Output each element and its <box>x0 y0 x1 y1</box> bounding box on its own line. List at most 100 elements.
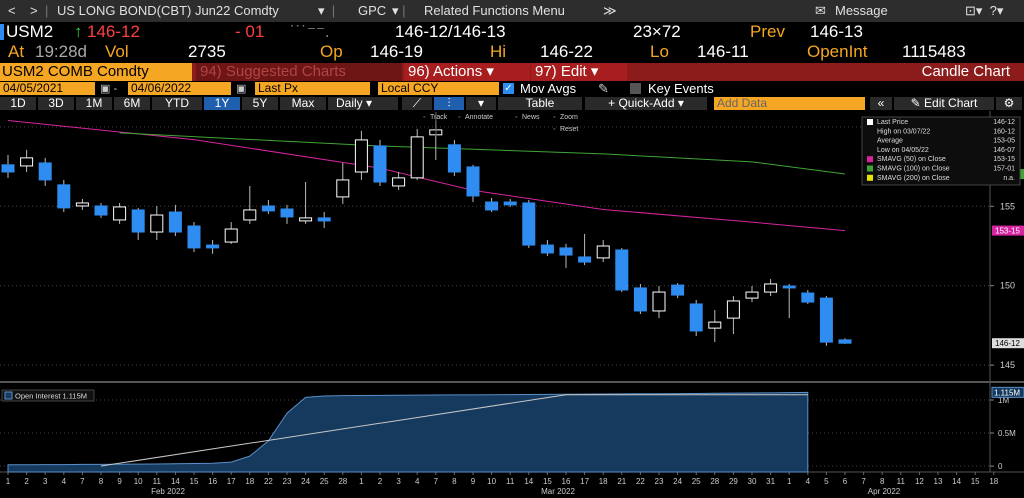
x-tick-label: 29 <box>729 477 738 486</box>
candle-down <box>373 145 387 183</box>
candle-up <box>652 291 666 312</box>
x-tick-label: 9 <box>117 477 122 486</box>
currency-field[interactable]: Local CCY <box>378 82 499 95</box>
oi-last-label: 1.115M <box>994 388 1020 397</box>
x-tick-label: 28 <box>710 477 719 486</box>
x-tick-label: 7 <box>861 477 866 486</box>
line-icon[interactable]: ⟋ <box>402 97 432 110</box>
period-button[interactable]: 5Y <box>242 97 278 110</box>
period-button[interactable]: 1D <box>0 97 36 110</box>
frequency-label[interactable]: Daily <box>336 96 363 110</box>
x-tick-label: 14 <box>524 477 533 486</box>
x-tick-label: 17 <box>580 477 589 486</box>
low-value: 146-11 <box>697 42 749 61</box>
settings-icon[interactable]: ⚙ <box>996 97 1022 110</box>
price-field[interactable]: Last Px <box>255 82 370 95</box>
candle-up <box>392 177 406 187</box>
actions-label[interactable]: 96) Actions <box>408 63 483 80</box>
x-tick-label: 15 <box>543 477 552 486</box>
frequency-menu[interactable]: Daily ▾ <box>328 97 398 110</box>
x-tick-label: 8 <box>99 477 104 486</box>
x-tick-label: 23 <box>283 477 292 486</box>
suggested-charts[interactable]: 94) Suggested Charts <box>196 63 402 81</box>
chart-tool[interactable]: Annotate <box>465 114 493 121</box>
oi-legend-swatch <box>4 391 13 400</box>
back-button[interactable]: < <box>8 3 16 18</box>
table-button[interactable]: Table <box>498 97 582 110</box>
mov-avgs-label[interactable]: Mov Avgs <box>520 81 577 96</box>
bar-icon[interactable]: ⫶ <box>434 97 464 110</box>
candle-up <box>410 136 424 179</box>
chart-tool[interactable]: Zoom <box>560 114 578 121</box>
chart-tool[interactable]: News <box>522 114 540 121</box>
candle-down <box>94 205 108 216</box>
dropdown-arrow[interactable]: ▾ | <box>392 3 406 18</box>
candle-down <box>280 208 294 218</box>
candle-down <box>466 166 480 197</box>
chart-tool[interactable]: Reset <box>560 126 578 133</box>
x-tick-label: 31 <box>766 477 775 486</box>
end-date[interactable]: 04/06/2022 <box>128 82 231 95</box>
calendar-icon[interactable]: ▣ <box>236 83 247 95</box>
period-button-selected[interactable]: 1Y <box>204 97 240 110</box>
dropdown-arrow[interactable]: ▾ | <box>318 3 336 18</box>
envelope-icon[interactable]: ✉ <box>815 3 826 18</box>
key-events-label[interactable]: Key Events <box>648 81 714 96</box>
x-tick-label: 6 <box>843 477 848 486</box>
x-tick-label: 23 <box>655 477 664 486</box>
x-tick-label: 18 <box>989 477 998 486</box>
candle-up <box>150 214 164 233</box>
x-tick-label: 24 <box>301 477 310 486</box>
calendar-icon[interactable]: ▣ - <box>100 83 118 95</box>
edit-label[interactable]: 97) Edit <box>535 63 587 80</box>
period-button[interactable]: YTD <box>152 97 202 110</box>
collapse-icon[interactable]: « <box>870 97 892 110</box>
legend-value: 153-15 <box>993 156 1015 163</box>
x-tick-label: 14 <box>171 477 180 486</box>
related-menu[interactable]: Related Functions Menu <box>424 3 565 18</box>
pencil-icon[interactable]: ✎ <box>598 81 609 96</box>
security-title[interactable]: US LONG BOND(CBT) Jun22 Comdty <box>57 3 279 18</box>
forward-button[interactable]: > <box>30 3 38 18</box>
x-tick-label: 3 <box>396 477 401 486</box>
window-icons[interactable]: ⊡▾ ?▾ <box>965 3 1004 18</box>
edit-menu[interactable]: 97) Edit ▾ <box>531 63 627 81</box>
x-tick-label: 8 <box>452 477 457 486</box>
legend-label: SMAVG (50) on Close <box>877 156 946 163</box>
function-code[interactable]: GPC <box>358 3 387 18</box>
candle-down <box>671 284 685 296</box>
period-button[interactable]: 1M <box>76 97 112 110</box>
candle-down <box>187 225 201 249</box>
candle-down <box>689 303 703 332</box>
x-tick-label: 25 <box>692 477 701 486</box>
chart-tool[interactable]: Track <box>430 114 448 121</box>
start-date[interactable]: 04/05/2021 <box>0 82 95 95</box>
quick-add-button[interactable]: + Quick-Add ▾ <box>585 97 707 110</box>
security-field[interactable]: USM2 COMB Comdty <box>0 63 192 81</box>
period-button[interactable]: 6M <box>114 97 150 110</box>
x-tick-label: 5 <box>824 477 829 486</box>
candle-down <box>447 144 461 173</box>
message-button[interactable]: Message <box>835 3 888 18</box>
actions-menu[interactable]: 96) Actions ▾ <box>404 63 530 81</box>
menu-icon[interactable]: ≫ <box>603 3 617 18</box>
edit-chart-label[interactable]: Edit Chart <box>924 96 978 110</box>
quick-add-label[interactable]: Quick-Add <box>618 96 675 110</box>
candle-up <box>75 202 89 207</box>
candle-down <box>819 297 833 343</box>
key-events-checkbox[interactable] <box>630 83 641 94</box>
x-tick-label: 18 <box>599 477 608 486</box>
candle-down <box>615 249 629 291</box>
x-tick-label: 28 <box>338 477 347 486</box>
legend-value: 153-05 <box>993 138 1015 145</box>
add-data-field[interactable]: Add Data <box>714 97 865 110</box>
dropdown-arrow[interactable]: ▾ <box>466 97 496 110</box>
candle-up <box>336 179 350 198</box>
mov-avgs-checkbox[interactable]: ✓ <box>503 83 514 94</box>
edit-chart-button[interactable]: ✎ Edit Chart <box>894 97 994 110</box>
period-button[interactable]: 3D <box>38 97 74 110</box>
time-label: At <box>8 42 25 61</box>
period-button[interactable]: Max <box>280 97 326 110</box>
candle-up <box>745 291 759 299</box>
